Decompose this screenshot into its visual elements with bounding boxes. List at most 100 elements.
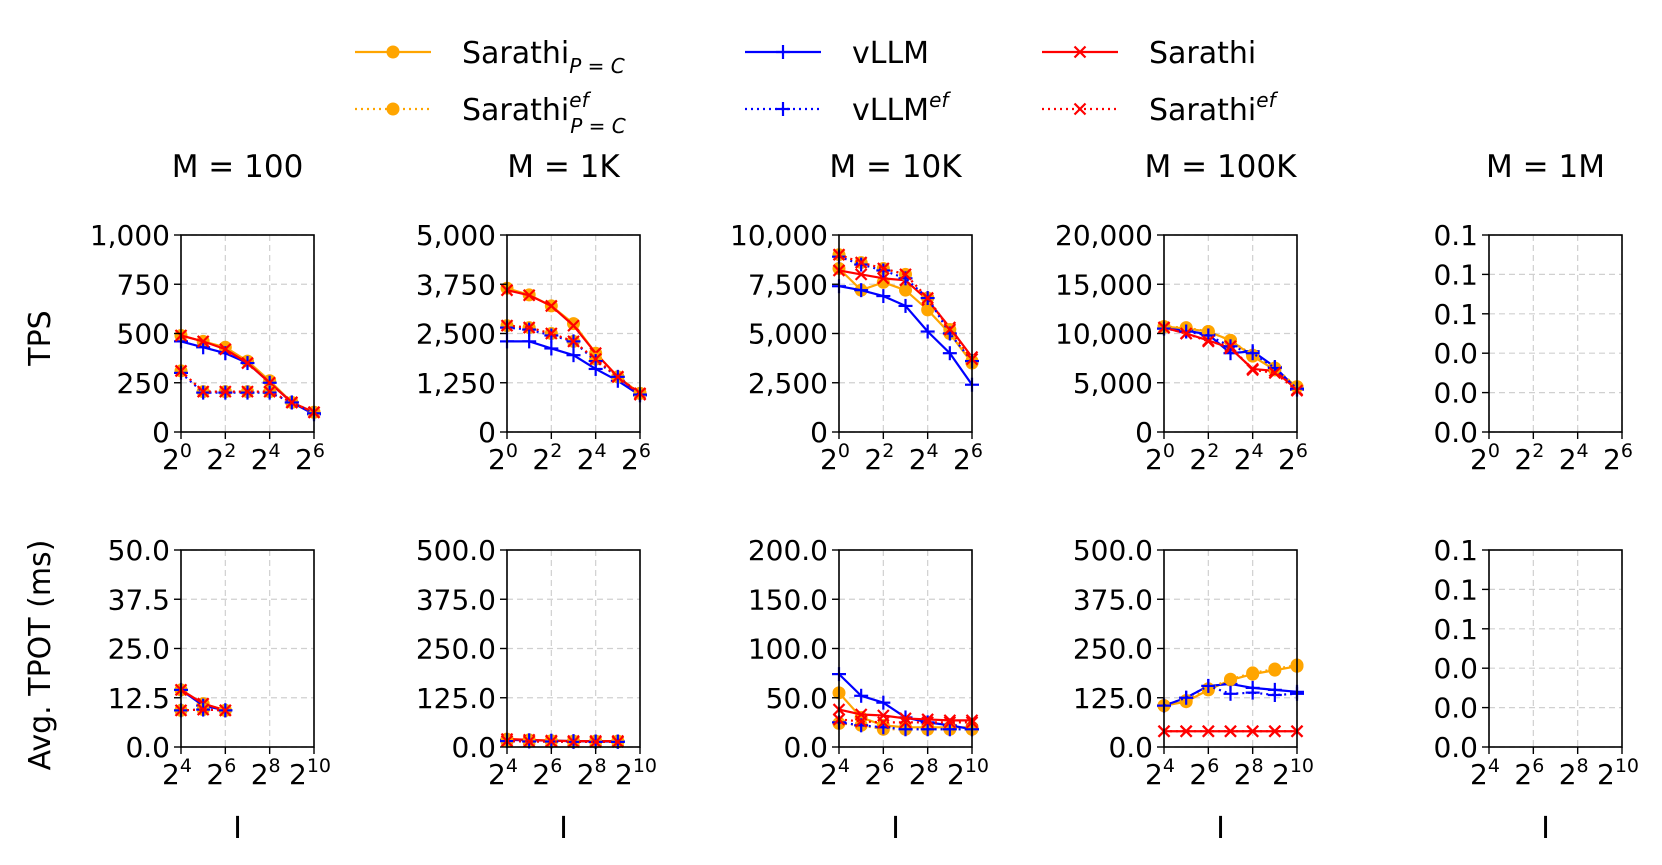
x-tick-label: 26 bbox=[1514, 755, 1544, 791]
y-tick-label: 500.0 bbox=[416, 534, 496, 567]
legend-item-sarathi-ef: Sarathief bbox=[1042, 88, 1279, 128]
data-point bbox=[943, 716, 957, 729]
panel-tps-2: 0 1,250 2,500 3,750 5,000 20 22 24 26 bbox=[416, 219, 651, 476]
grid bbox=[180, 549, 315, 748]
series-sarathi bbox=[500, 732, 625, 748]
panel-tpot-4: 0.0 125.0 250.0 375.0 500.0 24 26 28 210 I bbox=[1073, 534, 1314, 846]
x-tick-label: 22 bbox=[532, 440, 562, 476]
data-point bbox=[877, 262, 890, 275]
data-point bbox=[854, 715, 868, 728]
x-tick-label: 22 bbox=[1189, 440, 1219, 476]
series-vllm bbox=[174, 334, 321, 422]
data-point bbox=[1246, 363, 1259, 377]
legend-label-base: vLLM bbox=[852, 93, 929, 128]
series-sarathi-ef bbox=[174, 703, 232, 717]
data-point bbox=[1267, 687, 1282, 702]
data-point bbox=[876, 263, 891, 278]
y-tick-label: 0.0 bbox=[1433, 652, 1478, 685]
x-axis: 24 26 28 210 bbox=[820, 747, 989, 791]
x-tick-label: 20 bbox=[162, 440, 192, 476]
data-point bbox=[589, 352, 602, 366]
y-tick-label: 1,000 bbox=[90, 219, 170, 252]
y-axis: 0 5,000 10,000 15,000 20,000 bbox=[1055, 219, 1164, 449]
y-axis: 0 1,250 2,500 3,750 5,000 bbox=[416, 219, 507, 449]
y-tick-label: 5,000 bbox=[1073, 367, 1153, 400]
data-point bbox=[589, 735, 602, 749]
y-tick-label: 0.1 bbox=[1433, 258, 1478, 291]
y-tick-label: 0.1 bbox=[1433, 219, 1478, 252]
x-tick-label: 24 bbox=[1234, 440, 1264, 476]
data-point bbox=[522, 289, 536, 302]
data-point bbox=[921, 716, 934, 729]
axes-frame bbox=[1488, 234, 1623, 433]
data-point bbox=[899, 283, 912, 297]
y-tick-label: 0.0 bbox=[1433, 377, 1478, 410]
data-point bbox=[588, 354, 603, 369]
y-axis: 0.0 0.0 0.0 0.1 0.1 0.1 bbox=[1433, 534, 1489, 764]
data-point bbox=[567, 335, 580, 348]
x-tick-label: 20 bbox=[1470, 440, 1500, 476]
data-point bbox=[545, 735, 558, 748]
y-tick-label: 0.1 bbox=[1433, 573, 1478, 606]
panel-title: M = 100 bbox=[172, 149, 304, 185]
legend-label-sup: ef bbox=[1256, 88, 1278, 112]
y-tick-label: 25.0 bbox=[108, 633, 170, 666]
panel-tps-1: 0 250 500 750 1,000 20 22 24 26 bbox=[90, 219, 325, 476]
data-point bbox=[899, 268, 912, 281]
data-point bbox=[1179, 327, 1193, 340]
y-tick-label: 500.0 bbox=[1073, 534, 1153, 567]
y-tick-label: 0.0 bbox=[1108, 731, 1153, 764]
series-sarathi-pc-ef bbox=[1157, 658, 1304, 713]
panel-title: M = 1M bbox=[1486, 149, 1605, 185]
y-label-tpot: Avg. TPOT (ms) bbox=[23, 540, 58, 771]
x-tick-label: 24 bbox=[488, 755, 518, 791]
x-tick-label: 22 bbox=[1514, 440, 1544, 476]
data-point bbox=[241, 356, 254, 370]
legend-label-base: vLLM bbox=[852, 36, 929, 71]
data-point bbox=[544, 328, 559, 343]
x-axis-label: I bbox=[233, 811, 242, 846]
series-line bbox=[506, 739, 618, 743]
y-tick-label: 37.5 bbox=[108, 583, 170, 616]
series-sarathi-ef bbox=[1157, 724, 1304, 738]
panel-title: M = 10K bbox=[829, 149, 962, 185]
panel-tpot-2: 0.0 125.0 250.0 375.0 500.0 24 26 28 210 I bbox=[416, 534, 657, 846]
data-point bbox=[196, 703, 210, 716]
legend-swatch-marker bbox=[776, 102, 790, 116]
x-tick-label: 24 bbox=[820, 755, 850, 791]
y-tick-label: 0 bbox=[152, 416, 170, 449]
legend-label: Sarathief P = C bbox=[462, 88, 626, 138]
legend-label-sub: P = C bbox=[570, 114, 626, 138]
x-tick-label: 210 bbox=[947, 755, 989, 791]
x-tick-label: 26 bbox=[206, 755, 236, 791]
x-axis: 24 26 28 210 bbox=[488, 747, 657, 791]
legend-label: Sarathief bbox=[1149, 88, 1279, 128]
y-tick-label: 3,750 bbox=[416, 268, 496, 301]
series-group bbox=[832, 248, 979, 392]
data-point bbox=[876, 289, 891, 304]
data-point bbox=[219, 385, 232, 398]
data-point bbox=[545, 327, 558, 340]
x-tick-label: 210 bbox=[1597, 755, 1639, 791]
grid bbox=[506, 549, 641, 748]
x-tick-label: 24 bbox=[162, 755, 192, 791]
legend-swatch-marker bbox=[1073, 45, 1087, 59]
x-axis: 24 26 28 210 bbox=[162, 747, 331, 791]
data-point bbox=[522, 735, 536, 748]
data-point bbox=[1202, 724, 1215, 738]
data-point bbox=[196, 335, 210, 348]
x-tick-label: 26 bbox=[953, 440, 983, 476]
x-axis: 20 22 24 26 bbox=[1470, 432, 1633, 476]
data-point bbox=[877, 716, 890, 729]
series-group bbox=[174, 682, 233, 718]
data-point bbox=[943, 323, 957, 336]
data-point bbox=[1179, 690, 1194, 705]
y-tick-label: 5,000 bbox=[416, 219, 496, 252]
legend-item-sarathi-pc-ef: Sarathief P = C bbox=[355, 88, 626, 138]
y-tick-label: 100.0 bbox=[748, 633, 828, 666]
data-point bbox=[920, 722, 935, 737]
y-axis: 0.0 0.0 0.0 0.1 0.1 0.1 bbox=[1433, 219, 1489, 449]
y-tick-label: 50.0 bbox=[108, 534, 170, 567]
panel-tpot-3: 0.0 50.0 100.0 150.0 200.0 24 26 28 210 I bbox=[748, 534, 989, 846]
